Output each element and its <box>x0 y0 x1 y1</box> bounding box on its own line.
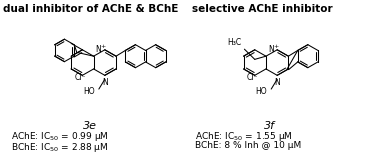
Text: HO: HO <box>256 87 267 96</box>
Text: N: N <box>102 78 108 87</box>
Text: BChE: IC$_{50}$ = 2.88 μM: BChE: IC$_{50}$ = 2.88 μM <box>11 141 108 154</box>
Text: N: N <box>268 45 274 54</box>
Text: Cl⁻: Cl⁻ <box>74 73 86 82</box>
Text: AChE: IC$_{50}$ = 1.55 μM: AChE: IC$_{50}$ = 1.55 μM <box>195 130 293 143</box>
Text: N: N <box>274 78 280 87</box>
Text: dual inhibitor of AChE & BChE: dual inhibitor of AChE & BChE <box>3 4 178 14</box>
Text: Cl⁻: Cl⁻ <box>247 73 258 82</box>
Text: 3f: 3f <box>264 121 275 131</box>
Text: HO: HO <box>83 87 95 96</box>
Text: N: N <box>96 45 101 54</box>
Text: 3e: 3e <box>84 121 98 131</box>
Text: +: + <box>273 44 278 49</box>
Text: BChE: 8 % Inh @ 10 μM: BChE: 8 % Inh @ 10 μM <box>195 141 301 150</box>
Text: AChE: IC$_{50}$ = 0.99 μM: AChE: IC$_{50}$ = 0.99 μM <box>11 130 108 143</box>
Text: H₃C: H₃C <box>227 38 242 47</box>
Text: +: + <box>101 44 106 49</box>
Text: selective AChE inhibitor: selective AChE inhibitor <box>192 4 333 14</box>
